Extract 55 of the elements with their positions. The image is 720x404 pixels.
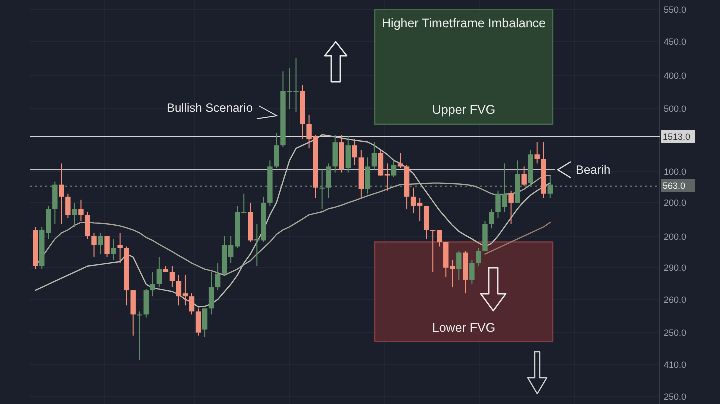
candlestick [548, 175, 553, 199]
text: 500.0 [664, 104, 687, 114]
candlestick [215, 262, 221, 292]
candlestick [320, 169, 325, 210]
candlestick [208, 272, 214, 316]
candlestick [137, 311, 142, 360]
candlestick [346, 136, 351, 174]
text: 400.0 [664, 71, 687, 81]
candlestick [59, 163, 64, 225]
candlestick [196, 308, 202, 336]
candlestick [365, 157, 371, 194]
candlestick [78, 199, 84, 222]
candlestick [508, 190, 514, 225]
candlestick [66, 193, 71, 219]
candlestick [391, 160, 397, 178]
candlestick [326, 163, 332, 199]
candlestick [98, 232, 104, 255]
text: 450.0 [664, 37, 687, 47]
candlestick [274, 133, 280, 169]
candlestick [92, 232, 97, 258]
text: 250.0 [664, 328, 687, 338]
candlestick [522, 166, 527, 187]
candlestick [85, 212, 90, 240]
text: Bearih [576, 163, 611, 177]
candlestick [118, 232, 123, 264]
text: 200.0 [664, 198, 687, 208]
candlestick [202, 308, 208, 338]
candlestick [470, 260, 475, 285]
text: 250.0 [664, 392, 687, 402]
text: 200.0 [664, 232, 687, 242]
band-label: Lower FVG [432, 320, 496, 335]
candlestick [189, 293, 195, 316]
text: 550.0 [664, 5, 687, 15]
text: 260.0 [664, 295, 687, 305]
text: 563.0 [663, 181, 686, 191]
candlestick [372, 142, 378, 170]
band-label: Higher Timetframe Imbalance [382, 16, 546, 31]
candlestick [156, 256, 162, 288]
text: 100.0 [664, 167, 687, 177]
candlestick [150, 272, 156, 298]
candlestick [352, 139, 358, 166]
candlestick [104, 236, 110, 258]
annotation: Bullish Scenario [166, 101, 254, 115]
candlestick [72, 202, 78, 228]
text: 290.0 [664, 263, 687, 273]
text: 1513.0 [663, 132, 691, 142]
candlestick [111, 238, 116, 261]
candlestick [489, 208, 494, 230]
annotation: Upper FVG [432, 103, 496, 117]
candlestick [534, 142, 540, 164]
text: 410.0 [664, 360, 687, 370]
candlestick [398, 152, 404, 169]
candlestick [170, 266, 176, 288]
candlestick [476, 248, 482, 267]
candlestick [456, 250, 462, 280]
